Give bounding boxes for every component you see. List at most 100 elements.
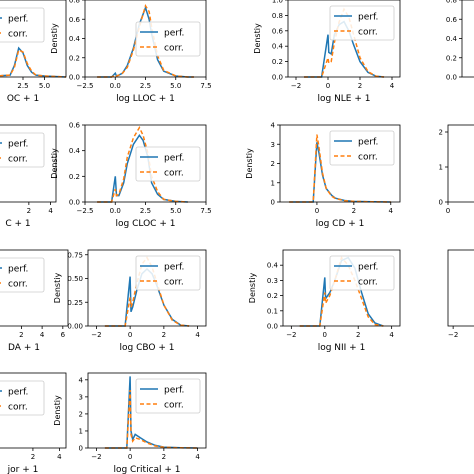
axes-frame: [0, 249, 69, 327]
y-tick-label: 0.0: [446, 74, 457, 82]
perf-series-line: [97, 133, 188, 203]
x-axis-label: C + 1: [5, 219, 30, 229]
y-tick-label: 4: [271, 122, 276, 130]
x-tick-label: 2: [358, 82, 362, 90]
x-tick-label: 2.5: [17, 82, 28, 90]
density-panel-row3-col1: 2 4 6 DA + 1 perf. corr.: [0, 249, 69, 353]
x-tick-label: 5.0: [39, 82, 50, 90]
y-tick-label: 0.2: [69, 173, 80, 181]
y-tick-label: 0.4: [446, 35, 458, 43]
x-tick-label: 6: [61, 331, 66, 339]
y-axis-label: Denstiy: [253, 23, 262, 54]
axes-frame: [447, 124, 474, 203]
y-axis-label: Denstiy: [248, 273, 257, 304]
y-tick-label: 0.3: [267, 277, 278, 285]
density-panel-row3-col3: −2 0 2 4 0.0 0.1 0.2 0.3 0.4 log NII + 1 Denstiy pe…: [248, 249, 401, 353]
legend-label-perf: perf.: [8, 265, 28, 275]
y-tick-label: 0.4: [272, 43, 284, 51]
density-panel-row3-col2: −2 0 2 4 0.00 0.25 0.50 0.75 log CBO + 1 Denstiy p…: [53, 249, 207, 353]
y-tick-label: 1: [439, 164, 443, 172]
x-tick-label: 5.0: [170, 207, 181, 215]
corr-series-line: [97, 126, 188, 203]
y-tick-label: 0.6: [69, 16, 81, 24]
legend-label-perf: perf.: [8, 388, 28, 398]
x-axis-label: log LLOC + 1: [116, 94, 175, 104]
y-tick-label: 1.0: [272, 0, 283, 5]
y-tick-label: 0.1: [267, 307, 278, 315]
y-tick-label: 0.6: [69, 122, 81, 130]
y-tick-label: 0.8: [446, 0, 457, 5]
x-axis-label: log CD + 1: [316, 219, 365, 229]
x-tick-label: 2.5: [140, 207, 151, 215]
density-panel-row1-col3: −2 0 2 4 0.0 0.2 0.4 0.6 0.8 1.0 log NLE + 1 Densti…: [253, 0, 401, 104]
x-axis-label: OC + 1: [7, 94, 39, 104]
x-tick-label: 2: [356, 331, 360, 339]
legend-label-corr: corr.: [8, 155, 28, 165]
x-axis-label: log NLE + 1: [317, 94, 370, 104]
x-tick-label: 4: [389, 207, 394, 215]
legend: perf. corr.: [0, 132, 45, 168]
legend-label-perf: perf.: [164, 386, 184, 396]
legend-label-perf: perf.: [164, 263, 184, 273]
legend-label-perf: perf.: [358, 13, 378, 23]
x-tick-label: 2: [162, 331, 166, 339]
density-panel-row2-col4: 0012l: [439, 124, 474, 215]
y-tick-label: 0: [79, 445, 83, 453]
legend-label-perf: perf.: [164, 29, 184, 39]
y-tick-label: 0.8: [69, 0, 80, 5]
y-tick-label: 0.4: [69, 147, 81, 155]
x-tick-label: 2.5: [140, 82, 151, 90]
y-tick-label: 0.25: [67, 299, 83, 307]
x-tick-label: 2: [162, 453, 166, 461]
axes-frame: [87, 372, 207, 449]
axes-frame: [282, 249, 401, 327]
x-axis-label: log Critical + 1: [113, 465, 180, 474]
legend-label-corr: corr.: [358, 278, 378, 288]
legend-label-perf: perf.: [164, 154, 184, 164]
x-axis-label: log CLOC + 1: [116, 219, 176, 229]
x-tick-label: −2: [91, 453, 101, 461]
x-tick-label: 4: [48, 207, 53, 215]
x-tick-label: −2: [448, 331, 458, 339]
y-tick-label: 0.2: [69, 54, 80, 62]
y-tick-label: 1: [271, 179, 275, 187]
legend-label-corr: corr.: [8, 403, 28, 413]
x-tick-label: −2.5: [77, 207, 94, 215]
y-tick-label: 3: [79, 393, 83, 401]
y-tick-label: 0.50: [67, 275, 83, 283]
x-tick-label: 0: [326, 82, 330, 90]
legend: perf. corr.: [135, 146, 201, 182]
y-tick-label: 2: [439, 129, 443, 137]
x-tick-label: 5.0: [170, 82, 181, 90]
x-axis-label: jor + 1: [7, 465, 39, 474]
x-tick-label: 4: [40, 331, 45, 339]
y-tick-label: 0.8: [272, 12, 283, 20]
axes-frame: [461, 0, 474, 78]
x-tick-label: 0.0: [110, 82, 121, 90]
x-tick-label: 4: [57, 453, 62, 461]
y-tick-label: 0: [439, 199, 443, 207]
x-tick-label: 2: [352, 207, 356, 215]
x-axis-label: DA + 1: [8, 343, 40, 353]
corr-series-line: [97, 3, 194, 78]
y-tick-label: 0.4: [69, 35, 81, 43]
y-tick-label: 0.6: [446, 16, 458, 24]
legend: perf. corr.: [0, 257, 45, 293]
legend-label-corr: corr.: [8, 30, 28, 40]
axes-frame: [287, 0, 401, 78]
x-tick-label: 2: [19, 331, 23, 339]
x-tick-label: 0: [128, 331, 132, 339]
corr-series-line: [104, 389, 198, 449]
legend-label-perf: perf.: [8, 15, 28, 25]
corr-series-line: [289, 134, 391, 203]
density-panel-row3-col4: −2lo: [447, 249, 474, 339]
corr-series-line: [0, 48, 67, 78]
y-tick-label: 0.0: [272, 74, 283, 82]
y-axis-label: Denstiy: [50, 148, 59, 179]
x-tick-label: 0: [315, 207, 319, 215]
y-tick-label: 0.2: [272, 58, 283, 66]
